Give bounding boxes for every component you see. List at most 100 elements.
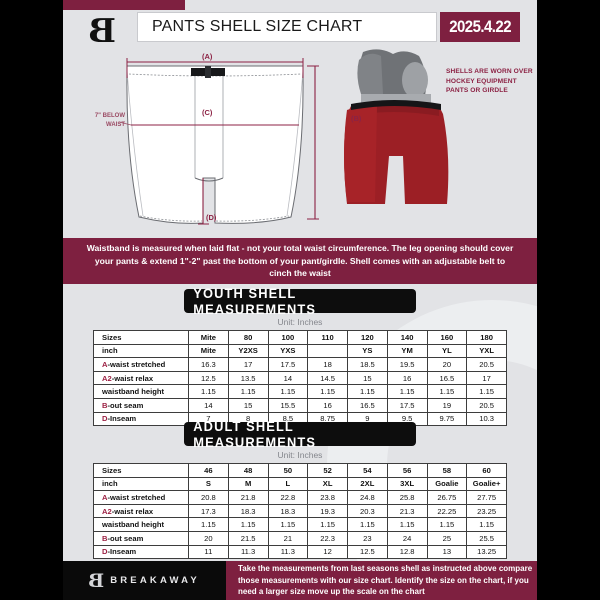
footer-note: Take the measurements from last seasons … [238, 564, 533, 597]
table-cell: 18.3 [267, 503, 309, 519]
table-cell: 16.5 [426, 370, 468, 386]
page-title-box: PANTS SHELL SIZE CHART [137, 12, 437, 42]
table-cell: Goalie+ [466, 476, 507, 492]
table-cell: M [227, 476, 269, 492]
table-cell: 1.15 [267, 384, 309, 399]
table-cell: 21.5 [227, 530, 269, 546]
table-cell: 15.5 [267, 397, 309, 413]
table-cell: 12.8 [386, 544, 428, 560]
row-label-prefix: D [102, 414, 108, 424]
table-cell: 180 [466, 330, 507, 345]
top-accent-strip [63, 0, 185, 10]
table-cell: 26.75 [426, 490, 468, 505]
table-cell: 17 [466, 370, 507, 386]
row-label-prefix: B [102, 400, 108, 410]
row-label: waistband height [93, 517, 189, 532]
table-cell: 21 [267, 530, 309, 546]
table-cell: 18 [307, 357, 348, 372]
youth-measurements-table: Sizes Mite 80 100 110 120 140 160 180 inch Mite Y2X… [93, 330, 507, 427]
table-cell: 19.3 [307, 503, 348, 519]
youth-badge-label: YOUTH SHELL MEASUREMENTS [193, 285, 317, 317]
date-text: 2025.4.22 [449, 17, 511, 36]
table-cell: 24.8 [347, 490, 388, 505]
table-cell: 15 [227, 397, 269, 413]
footer-note-box: Take the measurements from last seasons … [226, 561, 537, 600]
table-cell: 20.5 [466, 357, 507, 372]
row-label: B-out seam [93, 530, 189, 546]
table-cell: 2XL [347, 476, 388, 492]
table-cell: 1.15 [426, 384, 468, 399]
table-cell: 100 [267, 330, 309, 345]
table-cell: 23 [347, 530, 388, 546]
table-cell: 16.5 [347, 397, 388, 413]
row-label: inch [93, 476, 189, 492]
table-cell: 3XL [386, 476, 428, 492]
table-cell: YS [347, 343, 388, 359]
table-cell: 27.75 [466, 490, 507, 505]
instruction-banner: Waistband is measured when laid flat - n… [63, 238, 537, 284]
table-cell: 12 [307, 544, 348, 560]
table-cell: 14.5 [307, 370, 348, 386]
table-cell: 25.5 [466, 530, 507, 546]
table-cell: 54 [347, 463, 388, 478]
table-cell: 16 [386, 370, 428, 386]
row-label: A2-waist relax [93, 503, 189, 519]
table-cell: L [267, 476, 309, 492]
row-label: D-Inseam [93, 411, 189, 427]
table-cell: YM [386, 343, 428, 359]
table-cell: 22.8 [267, 490, 309, 505]
table-cell: YXS [267, 343, 309, 359]
table-cell: 10.3 [466, 411, 507, 427]
table-cell: 1.15 [426, 517, 468, 532]
youth-unit-label: Unit: Inches [277, 317, 323, 327]
row-label: A-waist stretched [93, 490, 189, 505]
table-cell: 14 [188, 397, 229, 413]
table-cell: 1.15 [188, 384, 229, 399]
table-cell: XL [307, 476, 348, 492]
table-cell: 140 [386, 330, 428, 345]
table-cell: 9.75 [426, 411, 468, 427]
table-cell: 21.3 [386, 503, 428, 519]
diagram-label-b: (B) [351, 114, 362, 123]
youth-table-wrap: Sizes Mite 80 100 110 120 140 160 180 inch Mite Y2X… [93, 330, 507, 427]
table-row: inch S M L XL 2XL 3XL Goalie Goalie+ [93, 476, 507, 492]
table-cell: 24 [386, 530, 428, 546]
girdle-graphic [357, 49, 431, 104]
pants-technical-drawing [118, 49, 449, 225]
table-cell: 14 [267, 370, 309, 386]
measurement-diagram: (A) (B) (C) (D) 7" BELOW WAIST SHELLS AR… [63, 44, 537, 238]
table-cell: 12.5 [188, 370, 229, 386]
table-cell: 22.25 [426, 503, 468, 519]
table-cell: 110 [307, 330, 348, 345]
table-cell: 120 [347, 330, 388, 345]
table-cell: 18.3 [227, 503, 269, 519]
table-cell: Goalie [426, 476, 468, 492]
table-cell: 17.5 [386, 397, 428, 413]
table-cell: S [188, 476, 229, 492]
table-cell: 20.8 [188, 490, 229, 505]
table-cell: 20 [426, 357, 468, 372]
table-row: B-out seam 20 21.5 21 22.3 23 24 25 25.5 [93, 530, 507, 546]
table-cell: Y2XS [227, 343, 269, 359]
table-cell [307, 343, 348, 359]
row-label-prefix: B [102, 533, 108, 543]
row-label-prefix: A2 [102, 373, 112, 383]
table-row: A2-waist relax 12.5 13.5 14 14.5 15 16 16.5 17 [93, 370, 507, 386]
breakaway-footer-logo-icon: B [89, 569, 105, 592]
table-row: A-waist stretched 20.8 21.8 22.8 23.8 24.8 25.… [93, 490, 507, 505]
table-cell: 1.15 [307, 517, 348, 532]
table-cell: 1.15 [347, 517, 388, 532]
page-header: B PANTS SHELL SIZE CHART 2025.4.22 [63, 10, 537, 50]
table-cell: 20.3 [347, 503, 388, 519]
row-label: inch [93, 343, 189, 359]
table-cell: 17 [227, 357, 269, 372]
table-cell: 23.25 [466, 503, 507, 519]
diagram-label-c: (C) [202, 108, 213, 117]
table-cell: 19 [426, 397, 468, 413]
adult-section-badge: ADULT SHELL MEASUREMENTS [184, 418, 416, 450]
table-cell: 1.15 [386, 517, 428, 532]
table-cell: 1.15 [188, 517, 229, 532]
table-cell: 46 [188, 463, 229, 478]
instruction-text: Waistband is measured when laid flat - n… [86, 243, 514, 279]
table-row: A2-waist relax 17.3 18.3 18.3 19.3 20.3 21.3 22… [93, 503, 507, 519]
